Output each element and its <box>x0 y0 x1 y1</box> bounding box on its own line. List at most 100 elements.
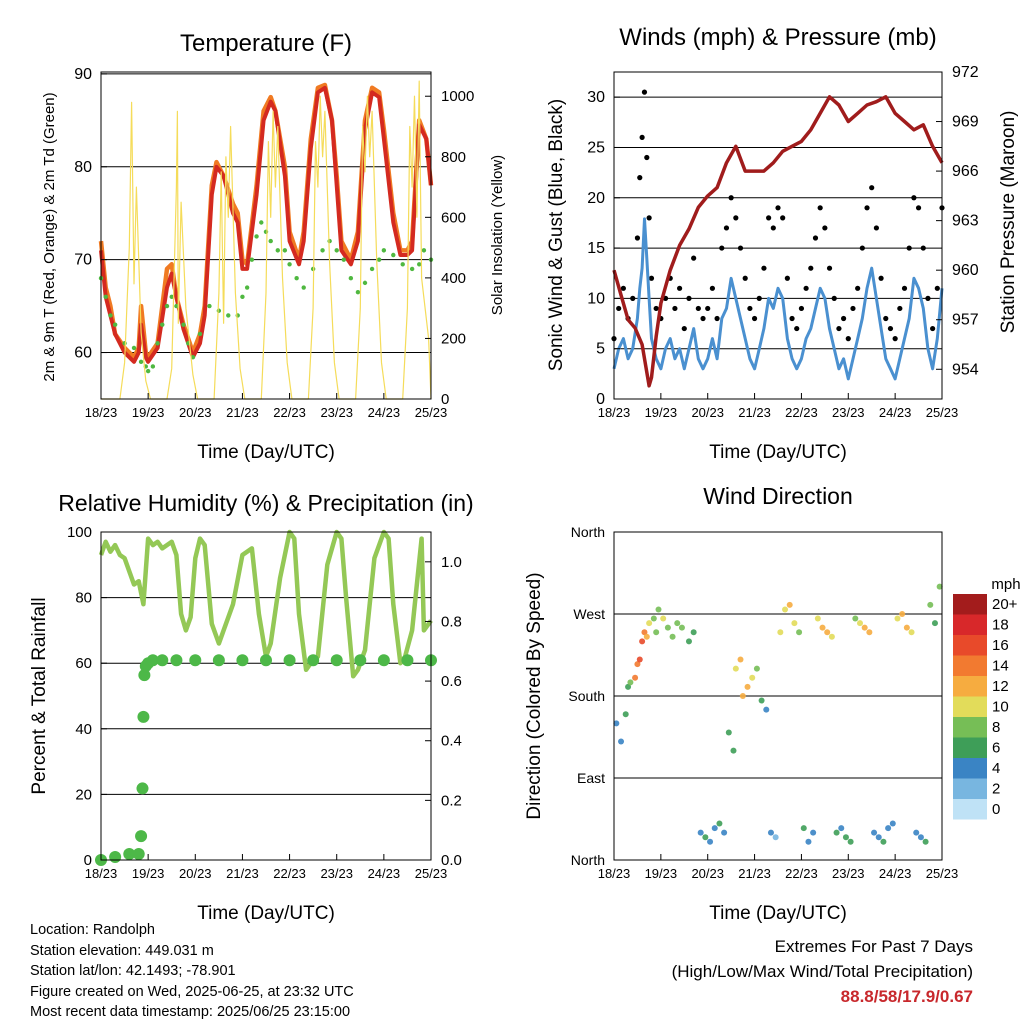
y2-tick-label: 957 <box>952 312 979 329</box>
y-tick-label: 15 <box>587 240 605 257</box>
gust-point <box>906 245 912 251</box>
gust-point <box>728 195 734 201</box>
dewpoint-point <box>174 303 179 309</box>
direction-point <box>627 679 634 686</box>
gust-point <box>930 325 936 332</box>
direction-point <box>660 615 667 622</box>
gust-point <box>794 325 800 332</box>
gust-point <box>920 245 926 251</box>
dewpoint-point <box>287 262 292 267</box>
direction-point <box>936 583 943 590</box>
dewpoint-point <box>216 308 222 313</box>
rain-point <box>135 830 148 843</box>
direction-point <box>669 633 676 640</box>
direction-point <box>814 615 821 622</box>
wind-direction-plot: 18/23 19/23 20/23 21/23 22/23 23/23 24/23 25/23… <box>568 524 958 881</box>
gust-point <box>850 305 856 312</box>
x-tick-label: 20/23 <box>691 405 724 420</box>
direction-point <box>796 629 803 636</box>
dewpoint-point <box>103 294 108 300</box>
gust-point <box>845 336 851 342</box>
direction-point <box>625 683 632 690</box>
dewpoint-point <box>190 354 196 360</box>
legend-label: 10 <box>992 699 1009 716</box>
x-tick-label: 23/23 <box>832 405 865 420</box>
gust-point <box>761 265 767 271</box>
direction-point <box>805 838 812 845</box>
temperature-y2label: Solar Insolation (Yellow) <box>489 155 506 315</box>
y-tick-label: 0 <box>84 852 92 869</box>
dewpoint-point <box>240 294 245 300</box>
direction-point <box>643 633 650 640</box>
elevation-text: Station elevation: 449.031 m <box>30 942 214 959</box>
gust-point <box>925 295 931 301</box>
gust-point <box>648 275 655 281</box>
direction-point <box>810 829 817 836</box>
x-tick-label: 20/23 <box>691 866 724 881</box>
dewpoint-point <box>122 341 127 346</box>
y2-tick-label: 0 <box>441 391 449 408</box>
winds-chart: Winds (mph) & Pressure (mb) Time (Day/UT… <box>546 24 1019 463</box>
dewpoint-point <box>254 234 259 239</box>
rain-point <box>137 710 150 723</box>
direction-point <box>707 838 714 845</box>
temperature-ylabel: 2m & 9m T (Red, Orange) & 2m Td (Green) <box>41 92 58 381</box>
direction-point <box>899 611 906 617</box>
dewpoint-point <box>376 257 382 262</box>
gust-point <box>915 205 922 211</box>
gust-point <box>637 175 643 181</box>
y2-tick-label: 0.6 <box>441 673 462 690</box>
direction-point <box>725 729 732 736</box>
winds-title: Winds (mph) & Pressure (mb) <box>619 24 936 51</box>
rain-point <box>307 654 320 667</box>
y-tick-label: 0 <box>596 391 605 408</box>
legend-label: 6 <box>992 740 1000 757</box>
rh-line <box>98 529 433 679</box>
gust-point <box>646 215 652 221</box>
direction-point <box>678 624 685 631</box>
gust-point <box>864 205 870 211</box>
gust-point <box>826 265 833 271</box>
direction-point <box>690 629 697 636</box>
legend-label: 0 <box>992 801 1000 818</box>
x-tick-label: 18/23 <box>85 405 118 420</box>
gust-point <box>812 235 819 241</box>
wind-direction-ylabel: Direction (Colored By Speed) <box>524 572 545 819</box>
direction-point <box>791 620 798 627</box>
y-tick-label: 30 <box>587 89 605 106</box>
rain-point <box>212 654 225 667</box>
x-tick-label: 19/23 <box>645 866 678 881</box>
gust-point <box>681 325 687 332</box>
direction-point <box>767 829 774 836</box>
legend-label: 18 <box>992 617 1009 634</box>
x-tick-label: 24/23 <box>879 405 912 420</box>
gust-point <box>756 295 762 301</box>
x-tick-label: 20/23 <box>179 866 212 881</box>
x-tick-label: 22/23 <box>273 866 306 881</box>
y-tick-label: 100 <box>67 524 92 541</box>
gust-point <box>766 215 772 221</box>
gust-point <box>789 315 795 322</box>
extremes-values: 88.8/58/17.9/0.67 <box>840 987 973 1006</box>
gust-point <box>911 195 917 201</box>
dewpoint-point <box>207 303 212 309</box>
y2-tick-label: 960 <box>952 262 979 279</box>
gust-point <box>634 235 641 241</box>
gust-point <box>709 285 716 291</box>
gust-point <box>859 245 865 251</box>
direction-point <box>833 829 840 836</box>
dewpoint-point <box>294 276 299 281</box>
direction-point <box>871 829 878 836</box>
legend-label: 12 <box>992 678 1009 695</box>
gust-point <box>719 245 725 251</box>
x-tick-label: 21/23 <box>226 866 259 881</box>
gust-point <box>878 275 884 281</box>
extremes-box: Extremes For Past 7 Days (High/Low/Max W… <box>672 934 973 1009</box>
y-tick-label: 70 <box>74 252 92 269</box>
direction-point <box>927 601 934 608</box>
y2-tick-label: 969 <box>952 114 979 131</box>
direction-point <box>622 711 629 718</box>
gust-point <box>836 325 842 332</box>
y-tick-label: 90 <box>74 66 92 83</box>
gust-point <box>700 315 706 322</box>
